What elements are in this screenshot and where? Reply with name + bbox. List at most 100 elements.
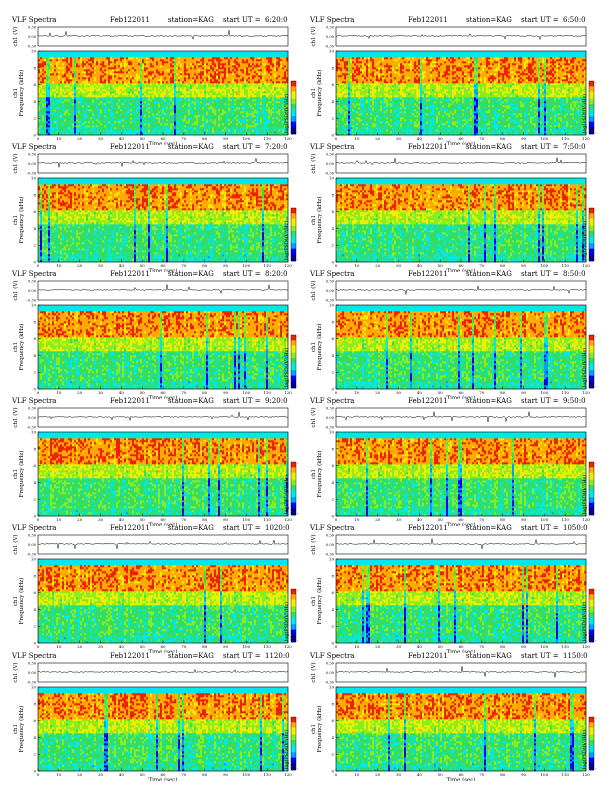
spectrogram-cell <box>100 113 102 115</box>
spectrogram-cell <box>206 75 208 77</box>
spectrogram-cell <box>56 51 58 53</box>
spectrogram-cell <box>186 73 188 75</box>
spectrogram-cell <box>60 67 62 69</box>
spectrogram-cell <box>258 113 260 115</box>
spectrogram-cell <box>230 93 232 95</box>
spectrogram-cell <box>260 67 262 69</box>
spectrogram-cell <box>80 79 82 81</box>
spectrogram-cell <box>234 67 236 69</box>
spectrogram-cell <box>114 69 116 71</box>
spectrogram-cell <box>180 89 182 91</box>
spectrogram-cell <box>186 93 188 95</box>
spectrogram-cell <box>240 77 242 79</box>
spectrogram-cell <box>218 91 220 93</box>
spectrogram-cell <box>70 129 72 131</box>
spectrogram-cell <box>74 77 76 79</box>
spectrogram-cell <box>268 107 270 109</box>
spectrogram-cell <box>214 117 216 119</box>
spectrogram-cell <box>56 101 58 103</box>
spectrogram-cell <box>104 117 106 119</box>
spectrogram-cell <box>42 79 44 81</box>
spectrogram-cell <box>110 127 112 129</box>
spectrogram-cell <box>232 67 234 69</box>
spectrogram-cell <box>204 63 206 65</box>
spectrogram-cell <box>40 65 42 67</box>
spectrogram-cell <box>54 79 56 81</box>
spectrogram-cell <box>198 93 200 95</box>
spectrogram-cell <box>102 95 104 97</box>
spectrogram-cell <box>38 113 40 115</box>
spectrogram-cell <box>66 79 68 81</box>
spectrogram-cell <box>268 117 270 119</box>
spectrogram-cell <box>260 71 262 73</box>
spectrogram-cell <box>268 93 270 95</box>
spectrogram-cell <box>158 99 160 101</box>
spectrogram-cell <box>68 57 70 59</box>
spectrogram-cell <box>104 51 106 53</box>
spectrogram-cell <box>48 93 50 95</box>
spectrogram-cell <box>236 61 238 63</box>
spectrogram-cell <box>240 89 242 91</box>
spectrogram-cell <box>98 105 100 107</box>
spectrogram-cell <box>218 103 220 105</box>
spectrogram-cell <box>58 51 60 53</box>
spectrogram-cell <box>84 95 86 97</box>
spectrogram-cell <box>154 71 156 73</box>
spectrogram-cell <box>186 51 188 53</box>
spectrogram-cell <box>174 67 176 69</box>
spectrogram-cell <box>84 93 86 95</box>
spectrogram-cell <box>218 121 220 123</box>
spectrogram-cell <box>170 63 172 65</box>
spectrogram-cell <box>106 95 108 97</box>
spectrogram-cell <box>62 109 64 111</box>
spectrogram-cell <box>168 55 170 57</box>
spectrogram-cell <box>108 129 110 131</box>
spectrogram-cell <box>110 131 112 133</box>
spectrogram-cell <box>212 119 214 121</box>
spectrogram-cell <box>124 97 126 99</box>
spectrogram-cell <box>202 57 204 59</box>
spectrogram-cell <box>230 131 232 133</box>
spectrogram-cell <box>152 89 154 91</box>
spectrogram-cell <box>208 131 210 133</box>
spectrogram-cell <box>116 91 118 93</box>
spectrogram-cell <box>48 51 50 53</box>
spectrogram-cell <box>42 65 44 67</box>
spectrogram-cell <box>206 85 208 87</box>
spectrogram-cell <box>206 127 208 129</box>
spectrogram-cell <box>184 105 186 107</box>
spectrogram-cell <box>74 131 76 133</box>
spectrogram-cell <box>134 67 136 69</box>
spectrogram-cell <box>272 105 274 107</box>
spectrogram-cell <box>74 85 76 87</box>
spectrogram-cell <box>170 125 172 127</box>
spectrogram-cell <box>196 109 198 111</box>
spectrogram-cell <box>262 73 264 75</box>
spectrogram-cell <box>104 113 106 115</box>
spectrogram-cell <box>252 125 254 127</box>
spectrogram-cell <box>88 97 90 99</box>
spectrogram-cell <box>216 115 218 117</box>
spectrogram-cell <box>222 67 224 69</box>
spectrogram-cell <box>118 83 120 85</box>
spectrogram-cell <box>42 87 44 89</box>
spectrogram-cell <box>226 131 228 133</box>
spectrogram-cell <box>40 111 42 113</box>
spectrogram-cell <box>136 87 138 89</box>
spectrogram-cell <box>204 125 206 127</box>
spectrogram-cell <box>90 103 92 105</box>
spectrogram-cell <box>118 129 120 131</box>
spectrogram-cell <box>148 123 150 125</box>
spectrogram-cell <box>244 119 246 121</box>
spectrogram-cell <box>70 89 72 91</box>
spectrogram-cell <box>150 123 152 125</box>
spectrogram-cell <box>204 113 206 115</box>
spectrogram-cell <box>98 115 100 117</box>
spectrogram-cell <box>60 79 62 81</box>
spectrogram-cell <box>148 129 150 131</box>
spectrogram-cell <box>162 127 164 129</box>
spectrogram-cell <box>38 61 40 63</box>
spectrogram-cell <box>148 93 150 95</box>
spectrogram-cell <box>104 91 106 93</box>
spectrogram-cell <box>134 53 136 55</box>
